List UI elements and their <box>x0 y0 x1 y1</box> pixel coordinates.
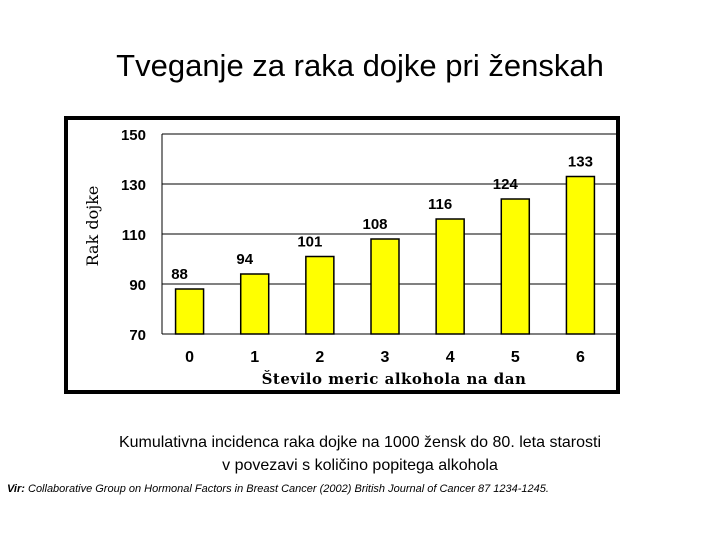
y-tick-label: 130 <box>121 177 146 194</box>
x-tick-label: 1 <box>250 349 259 366</box>
caption-line-1: Kumulativna incidenca raka dojke na 1000… <box>118 434 602 451</box>
source-prefix: Vir: <box>7 483 25 495</box>
bar <box>174 288 205 335</box>
slide-title: Tveganje za raka dojke pri ženskah <box>116 48 604 83</box>
data-label: 108 <box>362 216 387 233</box>
data-label: 116 <box>428 196 452 213</box>
x-tick-label: 5 <box>511 349 520 366</box>
chart-frame: 70 90 110 130 150 88 0 94 1 101 2 108 3 116 4 124 5 133 6 R… <box>64 116 620 394</box>
caption-line-2: v povezavi s količino popitega alkohola <box>222 457 498 474</box>
y-axis-title: Rak dojke <box>83 186 102 267</box>
y-tick-label: 70 <box>129 327 146 344</box>
x-tick-label: 3 <box>381 349 390 366</box>
x-tick-label: 4 <box>446 349 455 366</box>
data-label: 133 <box>568 154 593 171</box>
bar-chart: 70 90 110 130 150 88 0 94 1 101 2 108 3 116 4 124 5 133 6 R… <box>83 127 616 388</box>
y-tick-label: 90 <box>129 277 146 294</box>
x-tick-label: 0 <box>185 349 194 366</box>
data-label: 124 <box>493 176 519 193</box>
bar <box>565 175 596 335</box>
data-label: 94 <box>236 251 253 268</box>
data-label: 88 <box>171 266 188 283</box>
data-label: 101 <box>297 234 322 251</box>
y-tick-label: 110 <box>122 227 146 244</box>
x-tick-label: 6 <box>576 349 585 366</box>
source-citation: Vir: Collaborative Group on Hormonal Fac… <box>7 483 549 495</box>
x-tick-label: 2 <box>315 349 324 366</box>
bar <box>239 273 270 335</box>
y-tick-label: 150 <box>121 127 146 144</box>
bar <box>305 255 335 335</box>
x-axis-title: Število meric alkohola na dan <box>262 370 527 388</box>
source-text: Collaborative Group on Hormonal Factors … <box>24 483 549 495</box>
bar <box>370 238 400 335</box>
bar <box>435 218 465 335</box>
bar <box>500 198 531 335</box>
